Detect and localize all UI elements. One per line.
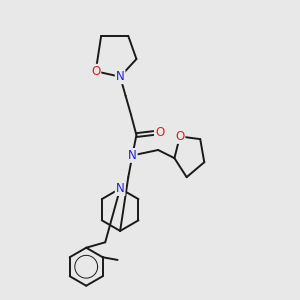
Text: N: N xyxy=(116,182,124,195)
Text: O: O xyxy=(155,126,164,139)
Text: N: N xyxy=(128,149,137,162)
Text: O: O xyxy=(175,130,184,143)
Text: N: N xyxy=(116,70,124,83)
Text: O: O xyxy=(91,65,100,78)
